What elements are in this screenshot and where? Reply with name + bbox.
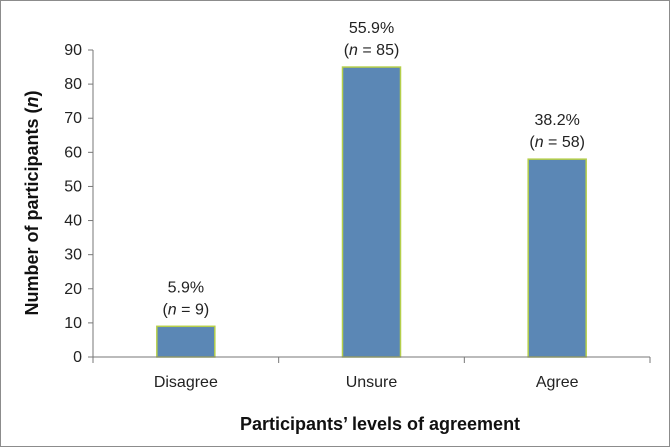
bar-unsure [341, 66, 402, 358]
y-tick-label: 10 [64, 315, 82, 332]
x-axis-title: Participants’ levels of agreement [240, 414, 520, 434]
data-label-count: (n = 58) [529, 134, 585, 151]
bar-disagree [156, 325, 216, 358]
data-label-percent: 5.9% [168, 279, 204, 296]
x-axis-ticks: Disagree Unsure Agree [92, 357, 651, 391]
y-tick-label: 40 [64, 213, 82, 230]
y-axis-title-italic: n [22, 96, 42, 107]
y-axis-title-prefix: Number of participants ( [22, 107, 42, 315]
y-axis-ticks: 0 10 20 30 40 50 60 70 80 90 [64, 42, 93, 366]
data-label-count: (n = 9) [162, 301, 209, 318]
bar-agree [527, 158, 587, 358]
bars [156, 66, 587, 358]
x-tick-label: Disagree [154, 374, 218, 391]
y-tick-label: 30 [64, 247, 82, 264]
data-label-percent: 55.9% [349, 20, 394, 37]
y-tick-label: 50 [64, 178, 82, 195]
x-tick-label: Agree [536, 374, 579, 391]
y-tick-label: 0 [73, 349, 82, 366]
y-axis-title-suffix: ) [22, 90, 42, 96]
data-label-percent: 38.2% [534, 112, 579, 129]
data-labels: 5.9% (n = 9) 55.9% (n = 85) 38.2% (n = 58) [162, 20, 584, 318]
y-axis-title: Number of participants (n) [22, 90, 42, 315]
y-tick-label: 90 [64, 42, 82, 59]
data-label-count: (n = 85) [344, 42, 400, 59]
x-tick-label: Unsure [346, 374, 398, 391]
y-tick-label: 80 [64, 76, 82, 93]
y-tick-label: 20 [64, 281, 82, 298]
y-tick-label: 60 [64, 144, 82, 161]
y-tick-label: 70 [64, 110, 82, 127]
